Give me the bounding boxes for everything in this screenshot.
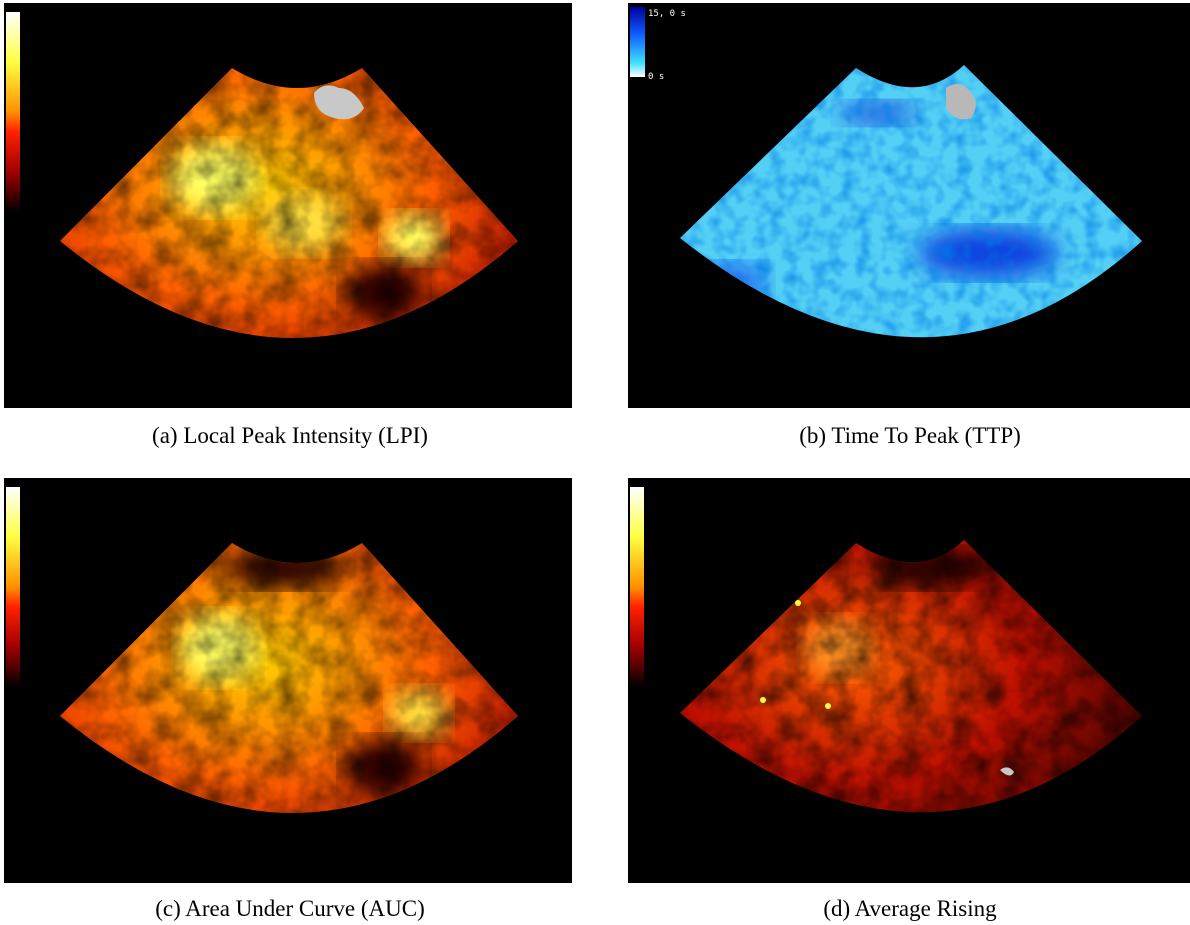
caption: (d) Average Rising [823, 896, 997, 921]
colorbar-max-label: 15, 0 s [648, 9, 686, 19]
colorbar-min-label: 0 s [648, 72, 664, 82]
figure: (a) Local Peak Intensity (LPI) 15, 0 s 0… [0, 0, 1190, 925]
caption: (c) Area Under Curve (AUC) [155, 896, 425, 921]
panel-ttp: 15, 0 s 0 s [628, 3, 1190, 408]
panel-auc [4, 478, 572, 883]
panel-rising [628, 478, 1190, 883]
caption: (b) Time To Peak (TTP) [799, 423, 1021, 448]
caption: (a) Local Peak Intensity (LPI) [152, 423, 428, 448]
panel-lpi [4, 3, 572, 408]
